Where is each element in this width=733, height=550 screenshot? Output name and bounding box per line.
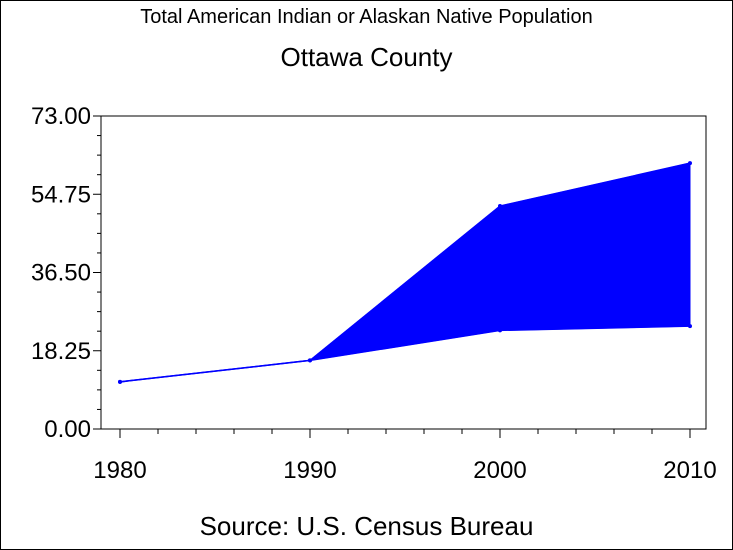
- data-point-s1-2010: [688, 161, 692, 166]
- y-tick-label: 54.75: [31, 181, 91, 208]
- data-point-s2-2000: [498, 328, 502, 333]
- chart-title: Total American Indian or Alaskan Native …: [140, 6, 593, 28]
- x-tick-label: 2010: [663, 457, 716, 484]
- x-tick-label: 1990: [283, 457, 336, 484]
- data-point-s2-1980: [118, 379, 122, 384]
- y-tick-label: 73.00: [31, 103, 91, 130]
- data-point-s2-2010: [688, 324, 692, 329]
- data-point-s1-2000: [498, 204, 502, 209]
- series-band-area: [119, 162, 691, 383]
- y-tick-label: 0.00: [44, 416, 91, 443]
- y-tick-label: 18.25: [31, 338, 91, 365]
- x-tick-label: 1980: [93, 457, 146, 484]
- chart-subtitle: Ottawa County: [280, 42, 453, 72]
- chart-source: Source: U.S. Census Bureau: [199, 511, 534, 541]
- series-line-2: [119, 325, 691, 383]
- x-tick-label: 2000: [473, 457, 526, 484]
- y-tick-label: 36.50: [31, 260, 91, 287]
- data-point-s2-1990: [308, 358, 312, 363]
